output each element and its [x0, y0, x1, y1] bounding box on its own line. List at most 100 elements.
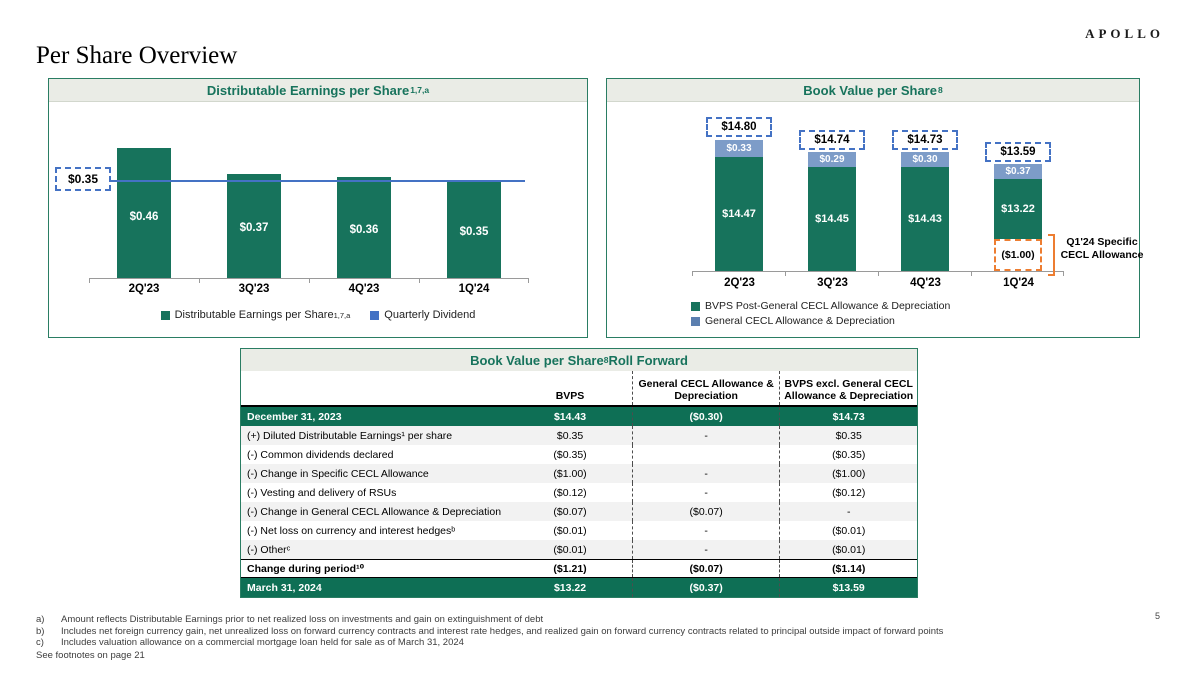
- cell-cecl: -: [631, 540, 780, 559]
- bv-total-box-3q23: $14.74: [799, 130, 865, 150]
- row-label: (-) Net loss on currency and interest he…: [247, 524, 456, 537]
- cell-bvps: ($0.01): [553, 543, 587, 556]
- de-chart-panel: Distributable Earnings per Share 1,7,a $0…: [48, 78, 588, 338]
- table-row: (+) Diluted Distributable Earnings¹ per …: [241, 426, 917, 445]
- table-title-sup: 8: [603, 355, 609, 365]
- bv-axis-label: 1Q'24: [1003, 277, 1034, 289]
- dividend-value-box: $0.35: [55, 167, 111, 191]
- bv-chart-legend: BVPS Post-General CECL Allowance & Depre…: [691, 300, 950, 330]
- col-header-cecl: General CECL Allowance & Depreciation: [631, 371, 780, 405]
- de-bar-value: $0.46: [129, 211, 159, 223]
- footnote-text: Includes net foreign currency gain, net …: [61, 625, 944, 637]
- footnote-marker: a): [36, 614, 45, 625]
- table-row: December 31, 2023 $14.43 ($0.30) $14.73: [241, 407, 917, 426]
- cell-excl: ($1.00): [779, 464, 917, 483]
- de-chart-area: $0.46 $0.37 $0.36 $0.35 $0.35 2Q'23 3Q'2…: [49, 102, 587, 337]
- cell-bvps: $14.43: [553, 410, 587, 423]
- footnote-a: a) Amount reflects Distributable Earning…: [36, 614, 1106, 626]
- bv-bvps-seg-3q23: $14.45: [808, 167, 856, 271]
- col-header-excl: BVPS excl. General CECL Allowance & Depr…: [779, 371, 917, 405]
- bv-chart-title: Book Value per Share 8: [607, 79, 1139, 102]
- legend-item-de: Distributable Earnings per Share 1,7,a: [160, 309, 351, 321]
- cecl-annotation: Q1'24 Specific CECL Allowance: [1060, 236, 1144, 261]
- table-title-suffix: Roll Forward: [608, 352, 688, 368]
- cell-excl: ($0.35): [779, 445, 917, 464]
- bv-cecl-seg-2q23: $0.33: [715, 140, 763, 157]
- apollo-logo: APOLLO: [1085, 26, 1164, 41]
- footnote-marker: c): [36, 637, 44, 648]
- footnote-marker: b): [36, 625, 45, 637]
- cell-cecl: [631, 445, 780, 464]
- legend-swatch-blue: [370, 310, 380, 320]
- axis-tick: [1063, 272, 1064, 276]
- footnote-c: c) Includes valuation allowance on a com…: [36, 637, 1106, 649]
- legend-label: General CECL Allowance & Depreciation: [705, 315, 895, 327]
- bv-cecl-seg-4q23: $0.30: [901, 152, 949, 167]
- table-title-prefix: Book Value per Share: [470, 352, 604, 368]
- table-row: (-) Net loss on currency and interest he…: [241, 521, 917, 540]
- bv-chart-title-text: Book Value per Share: [803, 82, 937, 98]
- bv-chart-area: $14.80 $0.33 $14.47 $14.74 $0.29 $14.45 …: [607, 102, 1143, 337]
- page-title: Per Share Overview: [36, 42, 238, 69]
- cell-cecl: -: [631, 521, 780, 540]
- de-bar-value: $0.35: [459, 226, 489, 238]
- cell-bvps: ($1.00): [553, 467, 587, 480]
- bv-axis-label: 4Q'23: [910, 277, 941, 289]
- bv-chart-title-sup: 8: [937, 85, 943, 95]
- footnote-see-note: See footnotes on page 21: [36, 649, 145, 661]
- de-bar-4q23: $0.36: [337, 177, 391, 278]
- axis-tick: [528, 279, 529, 283]
- table-row-total: Change during period¹⁰ ($1.21) ($0.07) (…: [241, 559, 917, 578]
- footnote-text: Amount reflects Distributable Earnings p…: [61, 614, 544, 625]
- cell-excl: $0.35: [779, 426, 917, 445]
- axis-tick: [309, 279, 310, 283]
- legend-label: Distributable Earnings per Share: [174, 309, 334, 321]
- row-label: (-) Otherᶜ: [247, 543, 291, 556]
- cell-bvps: $13.22: [553, 581, 587, 594]
- de-chart-title-sup: 1,7,a: [410, 85, 430, 95]
- de-bar-3q23: $0.37: [227, 174, 281, 278]
- cell-cecl: -: [631, 483, 780, 502]
- cell-bvps: ($0.01): [553, 524, 587, 537]
- cell-cecl: ($0.30): [631, 407, 780, 426]
- legend-item-bvps: BVPS Post-General CECL Allowance & Depre…: [691, 300, 950, 312]
- bv-chart-panel: Book Value per Share 8 $14.80 $0.33 $14.4…: [606, 78, 1143, 338]
- row-label: (-) Change in General CECL Allowance & D…: [247, 505, 502, 518]
- cell-bvps: $0.35: [556, 429, 584, 442]
- cell-bvps: ($0.07): [553, 505, 587, 518]
- bv-x-axis: [692, 271, 1064, 276]
- table-header-row: BVPS General CECL Allowance & Depreciati…: [241, 371, 917, 407]
- cell-cecl: ($0.07): [631, 560, 780, 577]
- cell-bvps: ($0.35): [553, 448, 587, 461]
- de-chart-title-text: Distributable Earnings per Share: [206, 82, 410, 98]
- footnote-text: Includes valuation allowance on a commer…: [61, 637, 464, 648]
- de-axis-label: 1Q'24: [458, 283, 490, 295]
- axis-tick: [419, 279, 420, 283]
- bv-cecl-seg-3q23: $0.29: [808, 152, 856, 167]
- de-axis-label: 4Q'23: [348, 283, 380, 295]
- cell-excl: $14.73: [779, 407, 917, 426]
- bv-bvps-seg-1q24: $13.22: [994, 179, 1042, 239]
- legend-item-cecl: General CECL Allowance & Depreciation: [691, 315, 950, 327]
- page-number: 5: [1154, 611, 1160, 621]
- bv-axis-label: 3Q'23: [817, 277, 848, 289]
- cell-excl: $13.59: [779, 578, 917, 597]
- table-row: (-) Vesting and delivery of RSUs ($0.12)…: [241, 483, 917, 502]
- cell-bvps: ($0.12): [553, 486, 587, 499]
- legend-label-sup: 1,7,a: [333, 310, 351, 320]
- axis-tick: [89, 279, 90, 283]
- axis-tick: [199, 279, 200, 283]
- cell-excl: ($1.14): [779, 560, 917, 577]
- table-row: (-) Change in General CECL Allowance & D…: [241, 502, 917, 521]
- cell-excl: ($0.01): [779, 521, 917, 540]
- de-chart-legend: Distributable Earnings per Share 1,7,a Qu…: [49, 309, 587, 324]
- bv-bvps-seg-2q23: $14.47: [715, 157, 763, 271]
- axis-tick: [878, 272, 879, 276]
- table-title: Book Value per Share 8 Roll Forward: [241, 349, 917, 371]
- col-header-blank: [241, 371, 508, 405]
- row-label: December 31, 2023: [247, 410, 342, 423]
- cecl-bracket: [1048, 234, 1055, 276]
- table-row: (-) Common dividends declared ($0.35) ($…: [241, 445, 917, 464]
- cell-excl: ($0.12): [779, 483, 917, 502]
- row-label: (-) Common dividends declared: [247, 448, 394, 461]
